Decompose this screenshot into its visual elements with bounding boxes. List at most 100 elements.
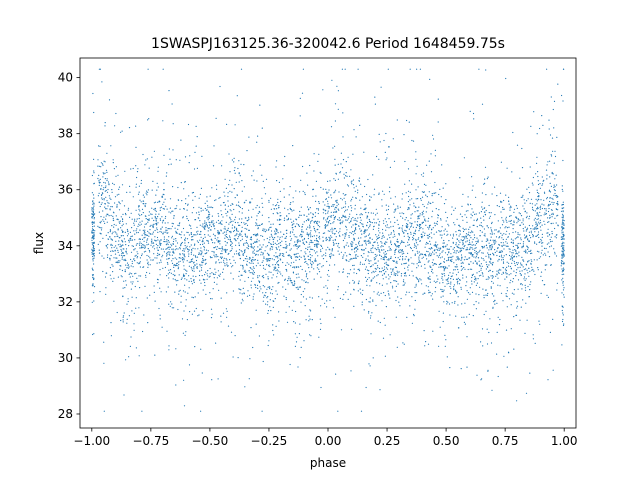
data-point: [352, 224, 354, 226]
data-point: [524, 202, 526, 204]
data-point: [309, 254, 311, 256]
data-point: [472, 112, 475, 115]
data-point: [393, 280, 395, 282]
data-point: [326, 274, 329, 276]
data-point: [478, 302, 480, 304]
data-point: [283, 217, 286, 219]
data-point: [334, 264, 336, 266]
data-point: [138, 185, 140, 187]
data-point: [215, 342, 217, 344]
data-point: [177, 279, 179, 282]
data-point: [411, 183, 413, 185]
data-point: [268, 228, 270, 230]
data-point: [378, 230, 380, 232]
data-point: [92, 213, 94, 215]
data-point: [491, 264, 494, 266]
data-point: [325, 252, 327, 254]
data-point: [394, 251, 396, 254]
data-point: [494, 251, 496, 254]
data-point: [525, 268, 527, 270]
data-point: [121, 130, 123, 132]
data-point: [454, 207, 456, 209]
data-point: [278, 281, 280, 284]
data-point: [93, 205, 95, 207]
data-point: [230, 272, 232, 274]
data-point: [176, 232, 178, 234]
data-point: [168, 257, 170, 259]
data-point: [92, 242, 95, 244]
data-point: [115, 175, 117, 177]
data-point: [334, 316, 336, 318]
data-point: [161, 231, 163, 233]
data-point: [339, 228, 341, 230]
data-point: [108, 215, 110, 217]
data-point: [173, 270, 175, 272]
data-point: [425, 285, 427, 287]
data-point: [326, 260, 328, 263]
data-point: [213, 222, 215, 224]
data-point: [153, 150, 155, 152]
data-point: [105, 196, 107, 198]
data-point: [397, 205, 399, 207]
data-point: [172, 273, 174, 276]
data-point: [405, 245, 407, 247]
data-point: [141, 214, 143, 216]
data-point: [120, 235, 123, 237]
data-point: [144, 223, 146, 225]
data-point: [308, 219, 310, 221]
data-point: [223, 191, 225, 193]
data-point: [264, 295, 266, 297]
data-point: [433, 280, 435, 282]
data-point: [206, 226, 208, 228]
data-point: [386, 283, 388, 285]
data-point: [265, 273, 267, 275]
data-point: [386, 157, 388, 159]
data-point: [537, 233, 540, 235]
data-point: [91, 213, 93, 215]
data-point: [172, 248, 174, 250]
data-point: [304, 192, 306, 194]
data-point: [221, 214, 223, 216]
data-point: [115, 215, 117, 217]
data-point: [201, 372, 203, 374]
data-point: [360, 292, 362, 294]
data-point: [179, 253, 181, 255]
data-point: [239, 175, 241, 177]
data-point: [116, 194, 118, 196]
data-point: [309, 260, 311, 262]
data-point: [537, 195, 539, 198]
data-point: [457, 257, 459, 259]
data-point: [200, 247, 202, 249]
data-point: [471, 208, 473, 210]
data-point: [456, 264, 458, 266]
data-point: [452, 248, 454, 250]
data-point: [454, 224, 456, 226]
data-point: [345, 161, 347, 163]
data-point: [325, 255, 327, 257]
data-point: [412, 275, 414, 277]
data-point: [349, 254, 351, 256]
data-point: [341, 167, 344, 169]
data-point: [314, 252, 317, 254]
data-point: [446, 303, 448, 305]
data-point: [490, 258, 492, 260]
data-point: [365, 276, 367, 278]
data-point: [496, 254, 498, 257]
data-point: [221, 253, 223, 255]
data-point: [461, 256, 463, 258]
data-point: [248, 218, 250, 220]
data-point: [466, 237, 468, 240]
data-point: [330, 126, 333, 128]
data-point: [184, 248, 186, 250]
data-point: [343, 177, 345, 179]
data-point: [427, 235, 429, 237]
data-point: [397, 257, 399, 259]
data-point: [401, 253, 403, 255]
data-point: [267, 301, 269, 303]
data-point: [451, 260, 453, 263]
data-point: [358, 180, 360, 182]
data-point: [372, 270, 374, 272]
data-point: [302, 242, 304, 244]
data-point: [282, 286, 284, 288]
data-point: [491, 245, 493, 247]
